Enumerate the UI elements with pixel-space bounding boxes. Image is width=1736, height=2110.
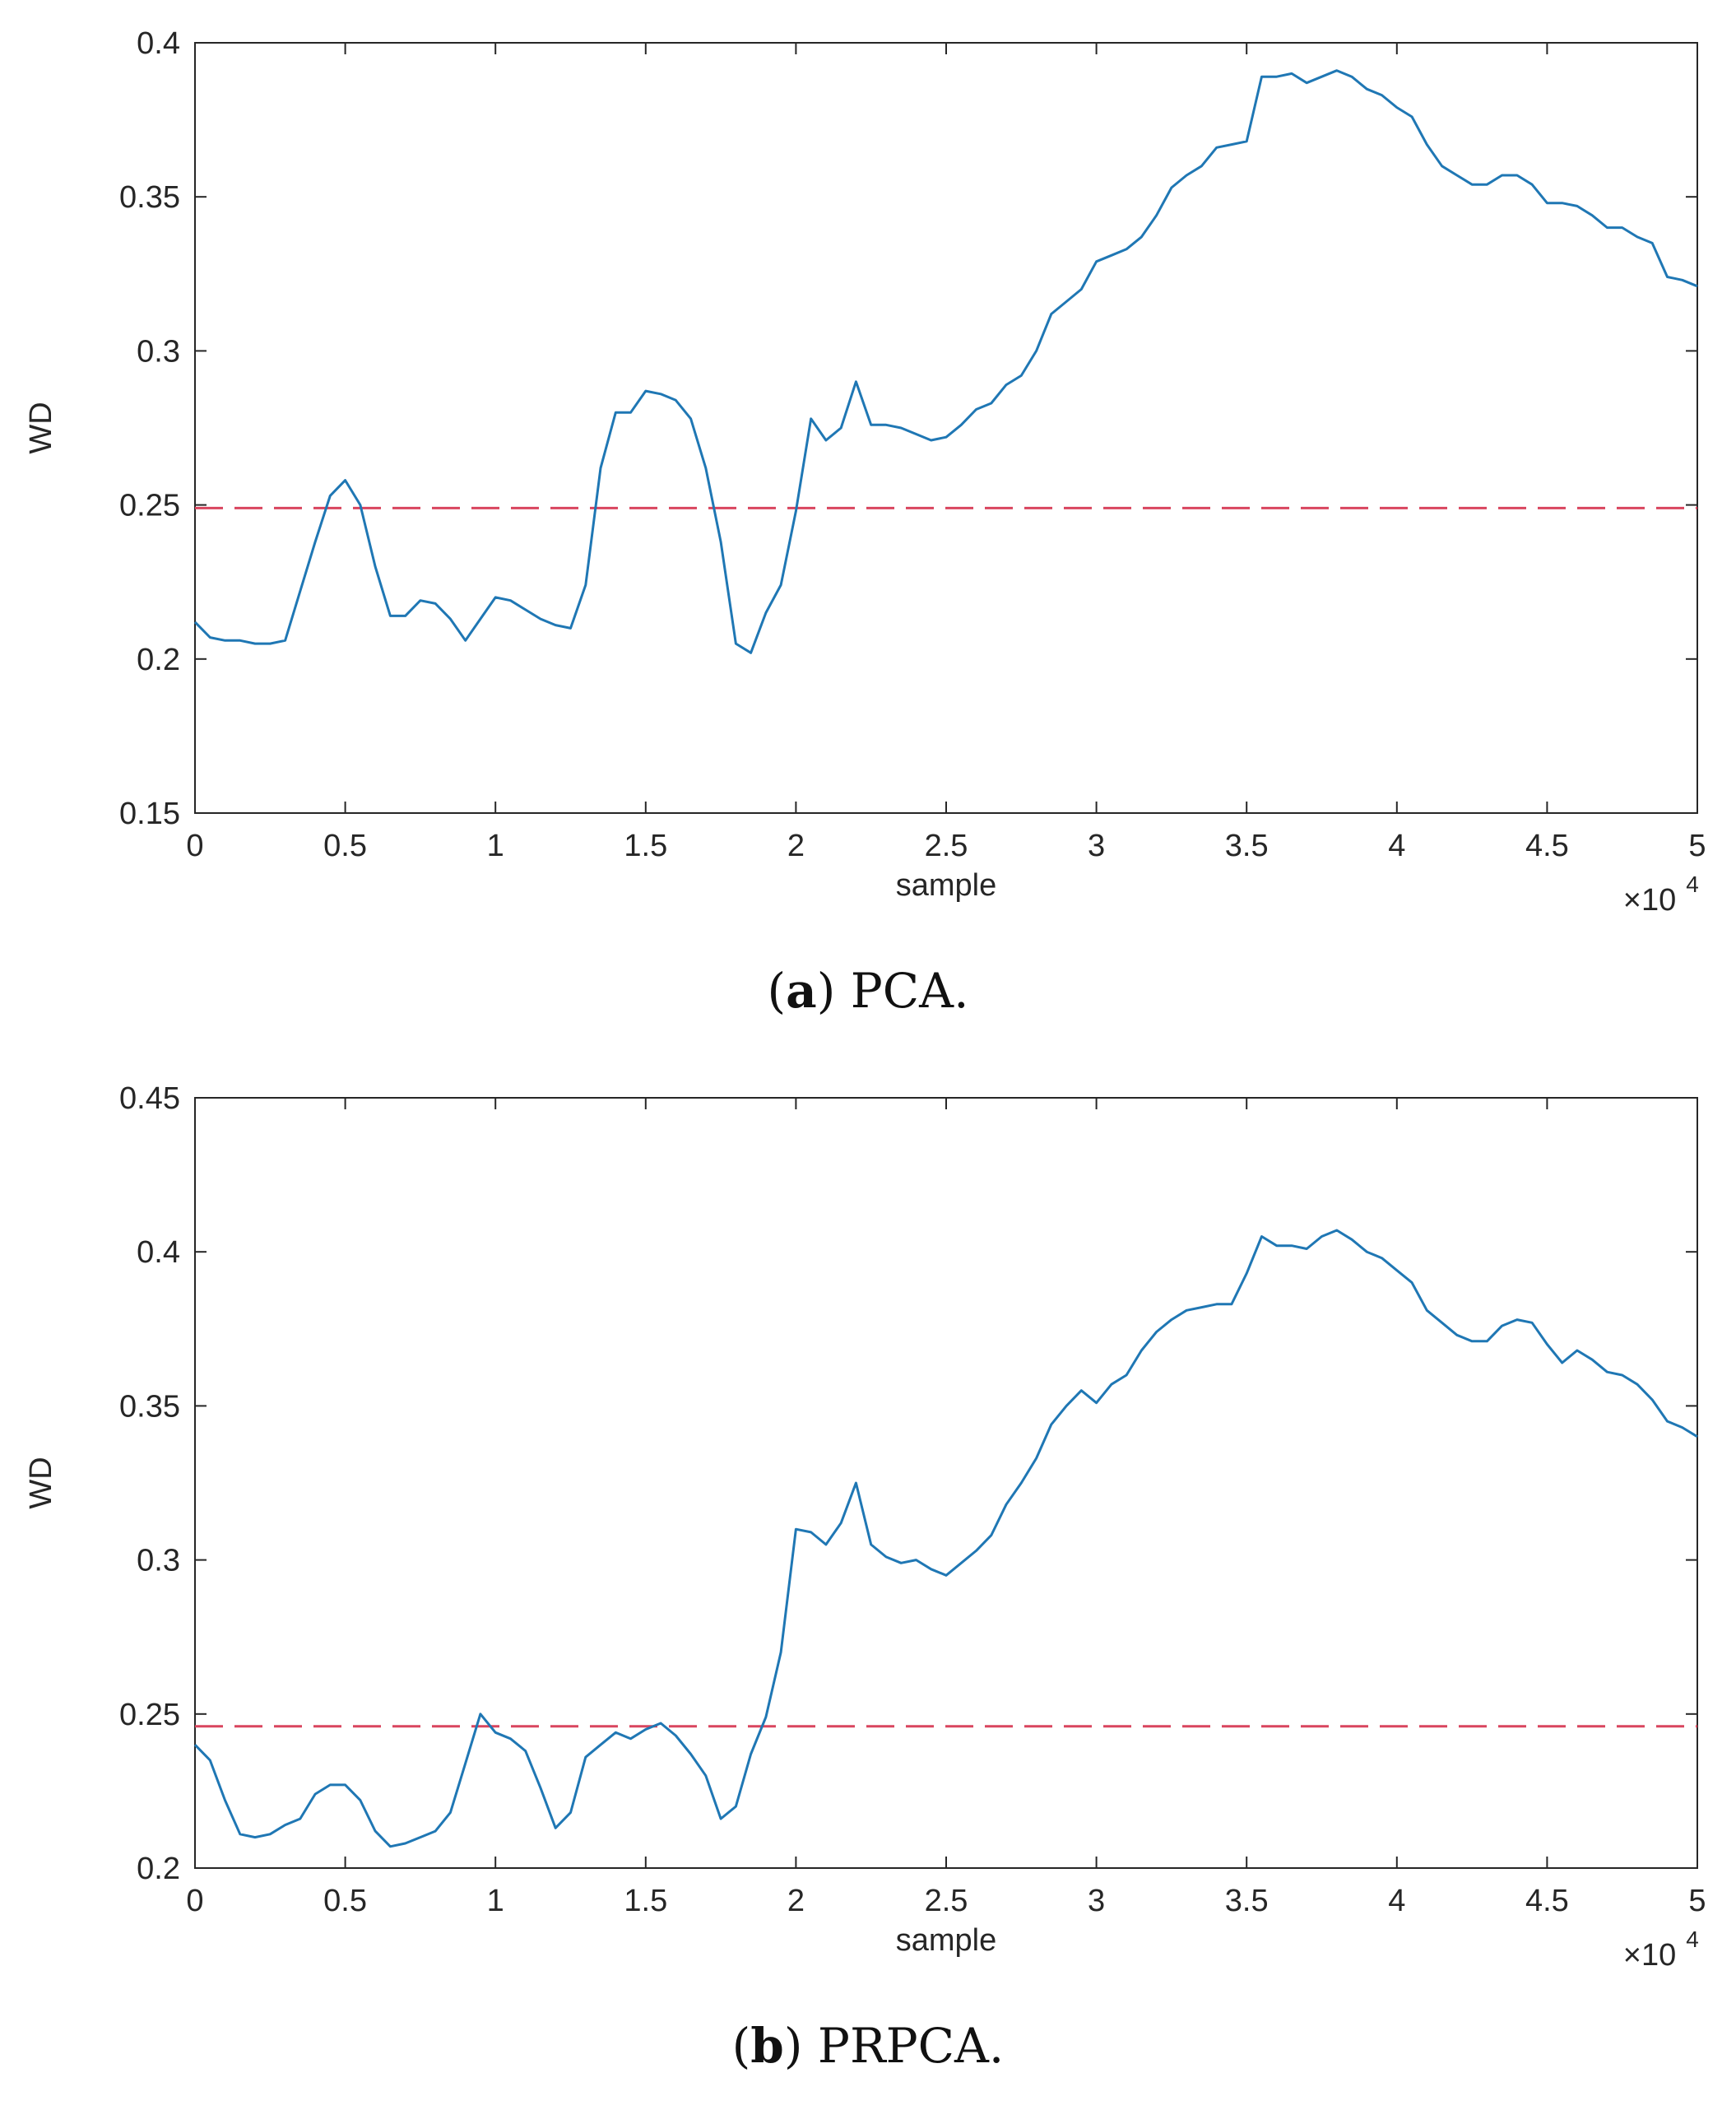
chart-b-xtick-label: 4.5 — [1525, 1884, 1569, 1918]
chart-b-xtick-label: 0 — [186, 1884, 203, 1918]
chart-b: 0 0.5 1 1.5 2 2.5 3 3.5 4 4.5 5 0.2 0.25 0.3 0.35 0.4 0.… — [24, 1081, 1706, 1973]
chart-a-xlabel: sample — [896, 868, 997, 903]
chart-a-xtick-label: 2.5 — [925, 829, 968, 863]
caption-a: (a) PCA. — [767, 963, 969, 1019]
chart-a-xtick-label: 4 — [1388, 829, 1405, 863]
caption-b-letter: b — [750, 2018, 784, 2074]
chart-b-x-multiplier-exp: 4 — [1686, 1926, 1699, 1952]
caption-b-text: PRPCA. — [817, 2018, 1005, 2074]
caption-a-text: PCA. — [850, 963, 969, 1019]
chart-a-xtick-label: 0.5 — [323, 829, 367, 863]
chart-b-xtick-label: 4 — [1388, 1884, 1405, 1918]
chart-b-ytick-label: 0.3 — [137, 1544, 180, 1578]
chart-b-ytick-label: 0.35 — [119, 1389, 180, 1424]
chart-a-xtick-label: 3.5 — [1225, 829, 1269, 863]
chart-a-xtick-label: 5 — [1688, 829, 1706, 863]
chart-a-xtick-label: 4.5 — [1525, 829, 1569, 863]
chart-a-ytick-label: 0.25 — [119, 489, 180, 523]
chart-b-plot-frame — [194, 1097, 1698, 1869]
chart-a-series-line-0 — [193, 69, 1698, 654]
chart-b-x-multiplier: ×10 — [1623, 1938, 1676, 1973]
chart-b-ylabel: WD — [24, 1457, 58, 1508]
chart-b-xtick-label: 3.5 — [1225, 1884, 1269, 1918]
chart-b-xtick-label: 5 — [1688, 1884, 1706, 1918]
chart-a-ylabel: WD — [24, 402, 58, 453]
chart-a-plot-frame — [194, 42, 1698, 814]
chart-b-ytick-label: 0.4 — [137, 1235, 180, 1270]
chart-a-xtick-label: 0 — [186, 829, 203, 863]
chart-a-ytick-label: 0.35 — [119, 180, 180, 215]
chart-b-xtick-label: 2 — [787, 1884, 805, 1918]
chart-a-ytick-label: 0.4 — [137, 26, 180, 61]
chart-a-xtick-label: 3 — [1088, 829, 1105, 863]
chart-a-xtick-label: 2 — [787, 829, 805, 863]
chart-b-series-line-0 — [193, 1229, 1698, 1848]
chart-b-ytick-label: 0.45 — [119, 1081, 180, 1116]
chart-b-xtick-label: 1 — [487, 1884, 504, 1918]
chart-a-ytick-label: 0.2 — [137, 643, 180, 677]
chart-a-xtick-label: 1.5 — [624, 829, 667, 863]
chart-a-ytick-label: 0.15 — [119, 797, 180, 831]
chart-a-ytick-label: 0.3 — [137, 334, 180, 369]
caption-b: (b) PRPCA. — [731, 2018, 1005, 2074]
chart-a-xtick-label: 1 — [487, 829, 504, 863]
chart-a: 0 0.5 1 1.5 2 2.5 3 3.5 4 4.5 5 0.15 0.2 0.25 0.3 0.35 0… — [24, 26, 1706, 918]
caption-a-letter: a — [786, 963, 817, 1019]
chart-a-x-multiplier-exp: 4 — [1686, 871, 1699, 897]
chart-b-ytick-label: 0.2 — [137, 1852, 180, 1886]
chart-b-xtick-label: 3 — [1088, 1884, 1105, 1918]
chart-b-xtick-label: 1.5 — [624, 1884, 667, 1918]
chart-b-xtick-label: 0.5 — [323, 1884, 367, 1918]
chart-a-x-multiplier: ×10 — [1623, 883, 1676, 918]
chart-b-ytick-label: 0.25 — [119, 1698, 180, 1732]
chart-b-xtick-label: 2.5 — [925, 1884, 968, 1918]
chart-b-xlabel: sample — [896, 1923, 997, 1958]
